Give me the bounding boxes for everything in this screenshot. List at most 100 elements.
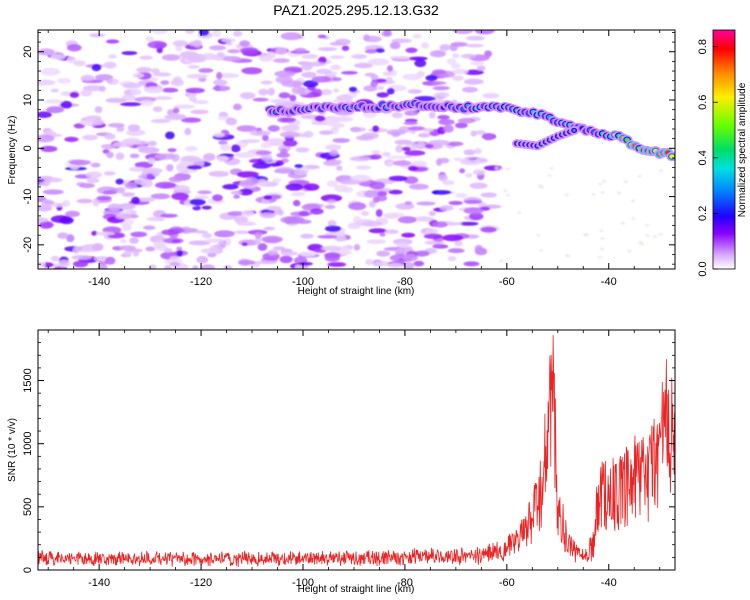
- noise-blob: [425, 75, 438, 81]
- noise-blob: [212, 85, 231, 92]
- noise-blob: [124, 182, 138, 189]
- noise-blob: [298, 210, 310, 217]
- noise-blob: [403, 121, 418, 126]
- spectrogram-ytick-label: 20: [22, 46, 34, 58]
- noise-blob: [386, 155, 408, 160]
- noise-blob: [388, 189, 403, 195]
- noise-blob: [454, 122, 468, 129]
- noise-blob: [305, 61, 326, 67]
- noise-blob: [377, 85, 385, 90]
- noise-blob: [340, 245, 349, 252]
- noise-blob: [402, 73, 423, 81]
- noise-blob: [597, 256, 602, 259]
- noise-blob: [453, 157, 463, 162]
- noise-blob: [452, 75, 464, 81]
- noise-blob: [163, 248, 173, 253]
- noise-blob: [105, 256, 116, 265]
- colorbar-tick-label: 0.2: [697, 206, 709, 221]
- noise-blob: [103, 61, 117, 69]
- noise-blob: [217, 155, 229, 162]
- noise-blob: [236, 171, 259, 178]
- noise-blob: [348, 86, 358, 92]
- noise-blob: [457, 117, 476, 124]
- noise-blob: [517, 211, 522, 215]
- noise-blob: [123, 250, 132, 257]
- noise-blob: [316, 68, 332, 75]
- noise-blob: [332, 138, 351, 143]
- noise-blob: [339, 179, 362, 185]
- noise-blob: [429, 50, 446, 58]
- noise-blob: [464, 43, 485, 48]
- noise-blob: [539, 249, 544, 252]
- chart-title: PAZ1.2025.295.12.13.G32: [273, 2, 439, 18]
- noise-blob: [405, 47, 418, 54]
- noise-blob: [383, 30, 392, 36]
- noise-blob: [463, 149, 476, 156]
- noise-blob: [263, 195, 273, 200]
- noise-blob: [143, 225, 156, 230]
- noise-blob: [138, 146, 160, 154]
- noise-blob: [438, 119, 455, 126]
- noise-blob: [317, 47, 338, 52]
- noise-blob: [38, 217, 49, 223]
- noise-blob: [372, 125, 380, 133]
- noise-blob: [466, 35, 485, 41]
- noise-blob: [139, 100, 154, 107]
- noise-blob: [360, 210, 370, 216]
- noise-blob: [80, 74, 95, 82]
- noise-blob: [280, 251, 299, 256]
- noise-blob: [297, 261, 313, 266]
- noise-blob: [311, 76, 332, 83]
- noise-blob: [156, 47, 163, 54]
- noise-blob: [375, 194, 388, 202]
- noise-blob: [421, 42, 429, 49]
- noise-blob: [223, 265, 233, 269]
- noise-blob: [469, 182, 488, 189]
- noise-blob: [44, 200, 55, 205]
- snr-xtick-label: -120: [190, 577, 212, 589]
- noise-blob: [120, 239, 127, 243]
- noise-blob: [280, 32, 303, 41]
- noise-blob: [397, 216, 417, 224]
- noise-blob: [192, 205, 201, 211]
- noise-blob: [204, 238, 226, 243]
- noise-blob: [121, 139, 142, 145]
- noise-blob: [146, 216, 165, 222]
- noise-blob: [184, 145, 198, 152]
- noise-blob: [341, 45, 350, 51]
- noise-blob: [100, 144, 117, 150]
- noise-blob: [122, 82, 142, 89]
- colorbar: 0.0 0.2 0.4 0.6 0.8 Normalized spectral ampl…: [697, 29, 748, 277]
- noise-blob: [167, 148, 177, 153]
- noise-blob: [173, 76, 182, 84]
- noise-blob: [189, 198, 206, 206]
- noise-blob: [121, 192, 135, 197]
- noise-blob: [463, 207, 484, 215]
- noise-blob: [180, 226, 192, 234]
- noise-blob: [449, 43, 458, 52]
- noise-blob: [314, 115, 326, 122]
- noise-blob: [50, 255, 60, 262]
- noise-blob: [383, 212, 405, 218]
- noise-blob: [411, 160, 427, 167]
- snr-ytick-label: 1000: [22, 431, 34, 455]
- noise-blob: [257, 243, 268, 251]
- noise-blob: [216, 52, 225, 58]
- noise-blob: [227, 211, 246, 217]
- noise-blob: [470, 130, 477, 137]
- noise-blob: [236, 125, 257, 132]
- noise-blob: [184, 127, 192, 136]
- noise-blob: [198, 68, 214, 73]
- noise-blob: [146, 173, 154, 180]
- noise-blob: [241, 67, 263, 75]
- noise-blob: [169, 262, 180, 267]
- noise-blob: [232, 30, 243, 37]
- noise-blob: [423, 233, 443, 240]
- noise-blob: [98, 264, 108, 269]
- snr-ytick-label: 1500: [22, 368, 34, 392]
- noise-blob: [327, 220, 337, 228]
- noise-blob: [391, 131, 401, 137]
- noise-blob: [350, 127, 367, 132]
- noise-blob: [447, 248, 465, 254]
- noise-blob: [394, 139, 413, 145]
